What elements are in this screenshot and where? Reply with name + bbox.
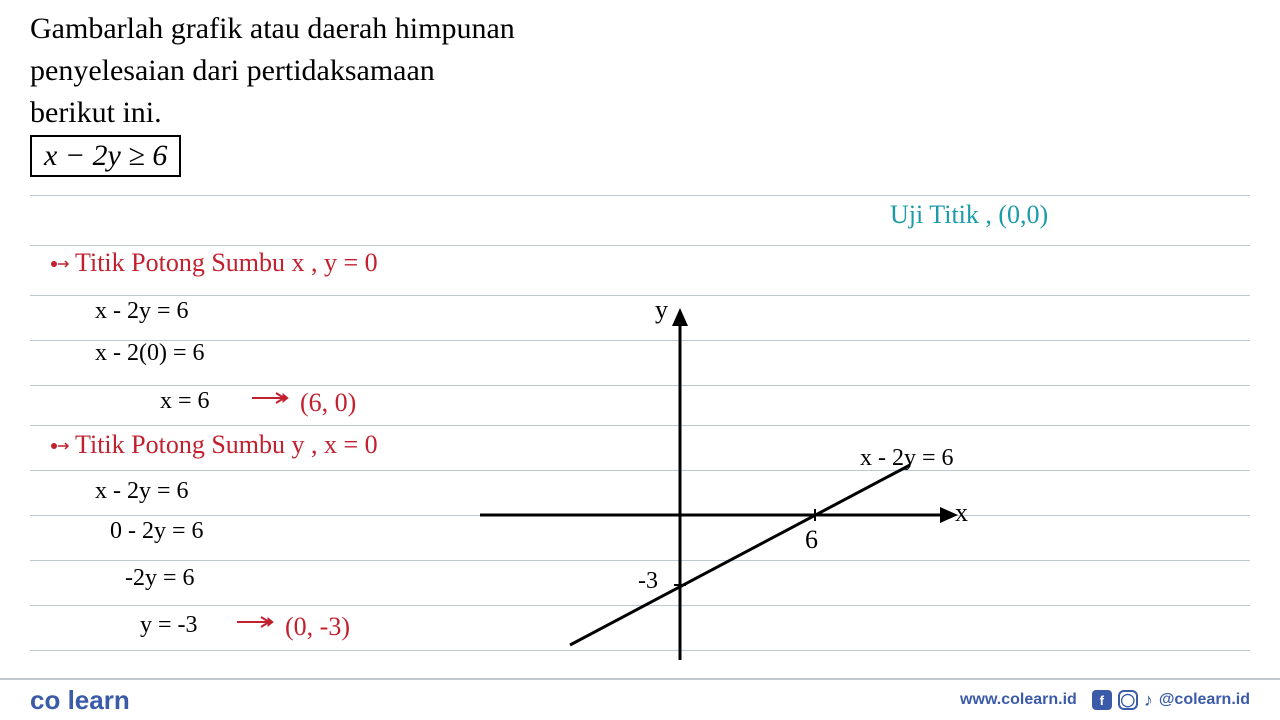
x-intercept-label: 6: [805, 525, 818, 555]
question-line1: Gambarlah grafik atau daerah himpunan: [30, 8, 515, 50]
section1-header: Titik Potong Sumbu x , y = 0: [75, 248, 378, 278]
section1-result: (6, 0): [300, 388, 356, 418]
logo-learn: learn: [68, 685, 130, 715]
section2-step2: 0 - 2y = 6: [110, 518, 204, 545]
arrow-icon: [235, 612, 275, 632]
section1-step3: x = 6: [160, 388, 210, 415]
logo-dot-icon: [60, 685, 67, 715]
section2-result: (0, -3): [285, 612, 350, 642]
website-link[interactable]: www.colearn.id: [960, 691, 1077, 709]
graph-svg: [470, 300, 990, 680]
footer-right: www.colearn.id f ◯ ♪ @colearn.id: [960, 690, 1250, 711]
graph-area: y x x - 2y = 6 6 -3: [470, 300, 990, 680]
y-label: y: [655, 295, 668, 325]
x-label: x: [955, 498, 968, 528]
y-axis-arrow-icon: [672, 308, 688, 326]
section1-bullet: [50, 250, 70, 277]
bullet-icon: [50, 440, 70, 452]
inequality-box: x − 2y ≥ 6: [30, 135, 181, 177]
ruled-line: [30, 195, 1250, 196]
section2-step4: y = -3: [140, 612, 198, 639]
section1-step1: x - 2y = 6: [95, 298, 189, 325]
bullet-icon: [50, 258, 70, 270]
section1-step2: x - 2(0) = 6: [95, 340, 205, 367]
footer: co learn www.colearn.id f ◯ ♪ @colearn.i…: [0, 678, 1280, 720]
section2-step1: x - 2y = 6: [95, 478, 189, 505]
section2-bullet: [50, 432, 70, 459]
inequality-text: x − 2y ≥ 6: [44, 139, 167, 172]
graph-line: [570, 465, 910, 645]
tiktok-icon[interactable]: ♪: [1144, 690, 1153, 711]
social-links: f ◯ ♪ @colearn.id: [1092, 690, 1250, 711]
facebook-icon[interactable]: f: [1092, 690, 1112, 710]
social-handle: @colearn.id: [1159, 691, 1250, 709]
question-text: Gambarlah grafik atau daerah himpunan pe…: [30, 8, 515, 134]
line-equation-label: x - 2y = 6: [860, 445, 954, 472]
instagram-icon[interactable]: ◯: [1118, 690, 1138, 710]
logo-co: co: [30, 685, 60, 715]
section2-step3: -2y = 6: [125, 565, 195, 592]
section1-arrow: [250, 388, 290, 415]
section2-arrow: [235, 612, 275, 639]
y-intercept-label: -3: [638, 568, 658, 595]
test-point-label: Uji Titik , (0,0): [890, 200, 1048, 230]
arrow-icon: [250, 388, 290, 408]
ruled-line: [30, 295, 1250, 296]
section2-header: Titik Potong Sumbu y , x = 0: [75, 430, 378, 460]
question-line2: penyelesaian dari pertidaksamaan: [30, 50, 515, 92]
question-line3: berikut ini.: [30, 92, 515, 134]
ruled-line: [30, 245, 1250, 246]
brand-logo: co learn: [30, 685, 130, 716]
